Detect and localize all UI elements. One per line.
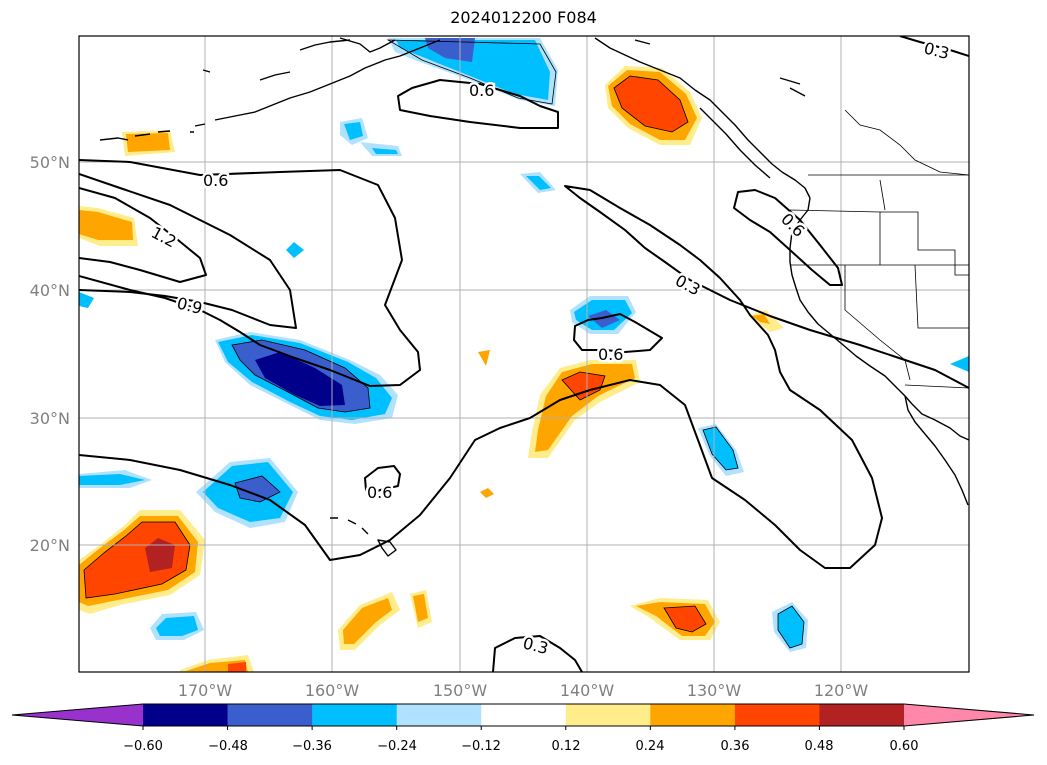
colorbar-extend-high [904,704,1034,726]
negative-anomaly-tiny [286,242,304,258]
negative-anomaly-subtropical [215,332,398,424]
colorbar-segment [819,704,905,726]
latitude-labels: 50°N 40°N 30°N 20°N [30,153,70,555]
negative-anomaly-east-edge [950,356,969,372]
graticule [79,36,969,672]
negative-anomaly-14n [150,612,204,640]
lon-label: 130°W [687,681,742,700]
negative-anomaly-27n [698,424,744,476]
map-area [79,36,969,672]
lon-label: 120°W [814,681,869,700]
colorbar-tick-label: 0.48 [805,739,834,754]
colorbar-tick-label: 0.12 [552,739,581,754]
contour-label: 0.6 [469,81,494,100]
positive-anomaly-tiny-24n [480,488,494,498]
colorbar-segment [565,704,651,726]
colorbar-tick-label: 0.24 [636,739,665,754]
coastlines [99,37,969,557]
shading-outlines [83,39,805,649]
positive-anomaly-hawaii-south [79,510,205,614]
colorbar-segment [312,704,398,726]
colorbar-tick-label: −0.12 [461,739,501,754]
lon-label: 160°W [305,681,360,700]
lat-label: 20°N [30,536,70,555]
colorbar-extend-low [12,704,143,726]
lat-label: 50°N [30,153,70,172]
positive-anomaly-13n-157w [338,590,432,650]
negative-anomaly-west-25n [79,470,152,488]
positive-anomaly-bottom [180,655,254,672]
negative-anomaly-13n [772,602,808,652]
colorbar-tick-label: −0.48 [208,739,248,754]
negative-anomaly-gulf-of-alaska [388,38,558,106]
map-frame [78,35,970,673]
negative-anomaly-small-center [520,172,556,193]
contour-label: 0.6 [367,483,392,502]
colorbar-tick-label: −0.36 [292,739,332,754]
lat-label: 40°N [30,281,70,300]
colorbar-tick-label: 0.36 [721,739,750,754]
colorbar-tick-label: −0.24 [377,739,417,754]
negative-anomaly-small-north [340,118,402,156]
positive-anomaly-west-coast-canada [605,66,702,145]
colorbar-segment [396,704,482,726]
colorbar-ticks: −0.60 −0.48 −0.36 −0.24 −0.12 0.12 0.24 … [123,739,918,754]
lat-label: 30°N [30,409,70,428]
colorbar-segment [650,704,736,726]
contour-label: 0.6 [203,171,228,190]
lon-label: 140°W [560,681,615,700]
positive-anomaly-tiny-35n [478,350,490,366]
political-boundaries [789,109,969,389]
contour-label: 0.6 [598,345,623,364]
lon-label: 150°W [433,681,488,700]
negative-anomaly-west-edge [79,292,94,308]
colorbar-segment [481,704,567,726]
colorbar-segment [143,704,229,726]
colorbar-tick-label: 0.60 [890,739,919,754]
lon-label: 170°W [178,681,233,700]
positive-anomaly-38n-126w-core [752,314,770,324]
map-title: 2024012200 F084 [450,8,597,27]
longitude-labels: 170°W 160°W 150°W 140°W 130°W 120°W [178,681,869,700]
colorbar-segment [227,704,313,726]
positive-anomaly-west-46n [79,206,138,246]
colorbar [11,703,1035,730]
colorbar-tick-label: −0.60 [123,739,163,754]
contour-lines [79,36,969,672]
colorbar-segment [734,704,820,726]
